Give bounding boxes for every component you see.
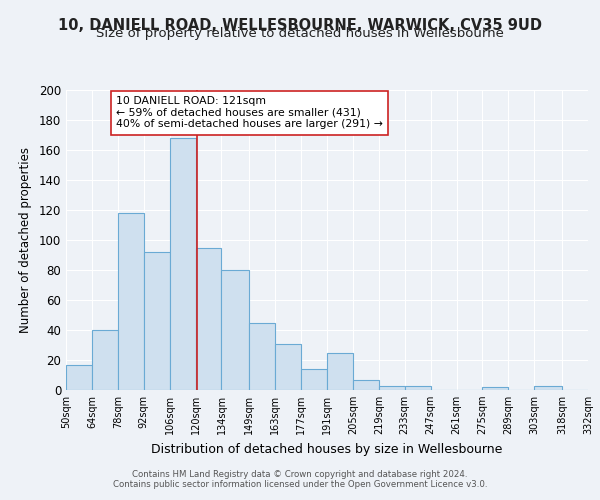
Bar <box>196 248 221 390</box>
Bar <box>327 352 353 390</box>
Text: 10, DANIELL ROAD, WELLESBOURNE, WARWICK, CV35 9UD: 10, DANIELL ROAD, WELLESBOURNE, WARWICK,… <box>58 18 542 32</box>
Bar <box>275 344 301 390</box>
Text: Size of property relative to detached houses in Wellesbourne: Size of property relative to detached ho… <box>96 28 504 40</box>
Bar <box>535 386 562 390</box>
Y-axis label: Number of detached properties: Number of detached properties <box>19 147 32 333</box>
Text: 10 DANIELL ROAD: 121sqm
← 59% of detached houses are smaller (431)
40% of semi-d: 10 DANIELL ROAD: 121sqm ← 59% of detache… <box>116 96 383 129</box>
Bar <box>118 213 144 390</box>
Bar <box>353 380 379 390</box>
Text: Contains public sector information licensed under the Open Government Licence v3: Contains public sector information licen… <box>113 480 487 489</box>
Bar <box>221 270 249 390</box>
X-axis label: Distribution of detached houses by size in Wellesbourne: Distribution of detached houses by size … <box>151 442 503 456</box>
Bar <box>249 322 275 390</box>
Bar <box>144 252 170 390</box>
Text: Contains HM Land Registry data © Crown copyright and database right 2024.: Contains HM Land Registry data © Crown c… <box>132 470 468 479</box>
Bar <box>482 387 508 390</box>
Bar <box>170 138 196 390</box>
Bar <box>66 364 92 390</box>
Bar <box>301 369 327 390</box>
Bar <box>405 386 431 390</box>
Bar <box>379 386 405 390</box>
Bar <box>92 330 118 390</box>
